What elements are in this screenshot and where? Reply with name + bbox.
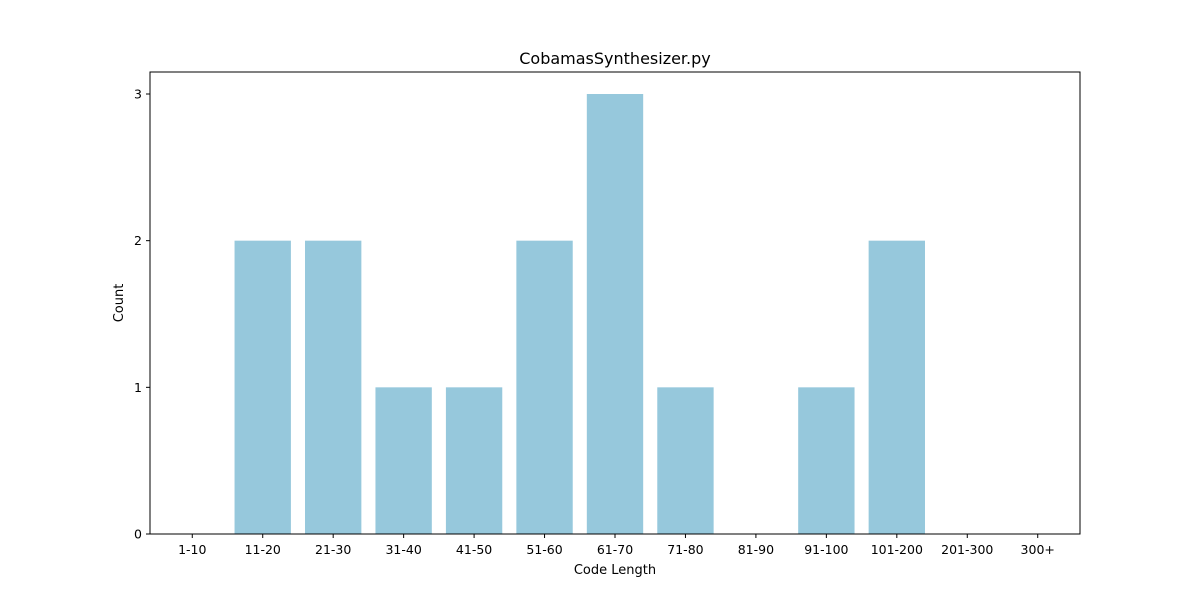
x-tick-label: 201-300: [941, 542, 993, 557]
bar-61-70: [586, 94, 644, 534]
bars-group: [234, 94, 925, 534]
bar-31-40: [375, 387, 432, 534]
bar-91-100: [798, 387, 855, 534]
x-tick-label: 71-80: [667, 542, 703, 557]
y-tick-label: 0: [134, 527, 142, 542]
x-tick-label: 51-60: [526, 542, 562, 557]
chart-title: CobamasSynthesizer.py: [519, 49, 711, 68]
x-tick-label: 91-100: [804, 542, 848, 557]
x-tick-label: 21-30: [315, 542, 351, 557]
bar-51-60: [516, 240, 573, 534]
x-tick-label: 11-20: [245, 542, 281, 557]
x-tick-label: 41-50: [456, 542, 492, 557]
x-tick-label: 1-10: [178, 542, 206, 557]
bar-101-200: [868, 240, 925, 534]
x-axis-ticks: 1-10 11-20 21-30 31-40 41-50 51-60 61-70 71-80 8…: [178, 534, 1055, 557]
x-tick-label: 81-90: [738, 542, 774, 557]
bar-71-80: [657, 387, 714, 534]
y-axis-label: Count: [112, 284, 127, 323]
plot-frame: [149, 71, 1081, 535]
x-axis-label: Code Length: [574, 563, 656, 578]
y-axis-ticks: 0 1 2 3: [134, 87, 150, 542]
bar-11-20: [234, 240, 291, 534]
x-tick-label: 101-200: [871, 542, 923, 557]
bar-41-50: [445, 387, 503, 534]
y-tick-label: 1: [134, 380, 142, 395]
bar-21-30: [305, 240, 362, 534]
y-tick-label: 3: [134, 87, 142, 102]
x-tick-label: 300+: [1021, 542, 1055, 557]
x-tick-label: 31-40: [385, 542, 421, 557]
x-tick-label: 61-70: [597, 542, 633, 557]
y-tick-label: 2: [134, 233, 142, 248]
